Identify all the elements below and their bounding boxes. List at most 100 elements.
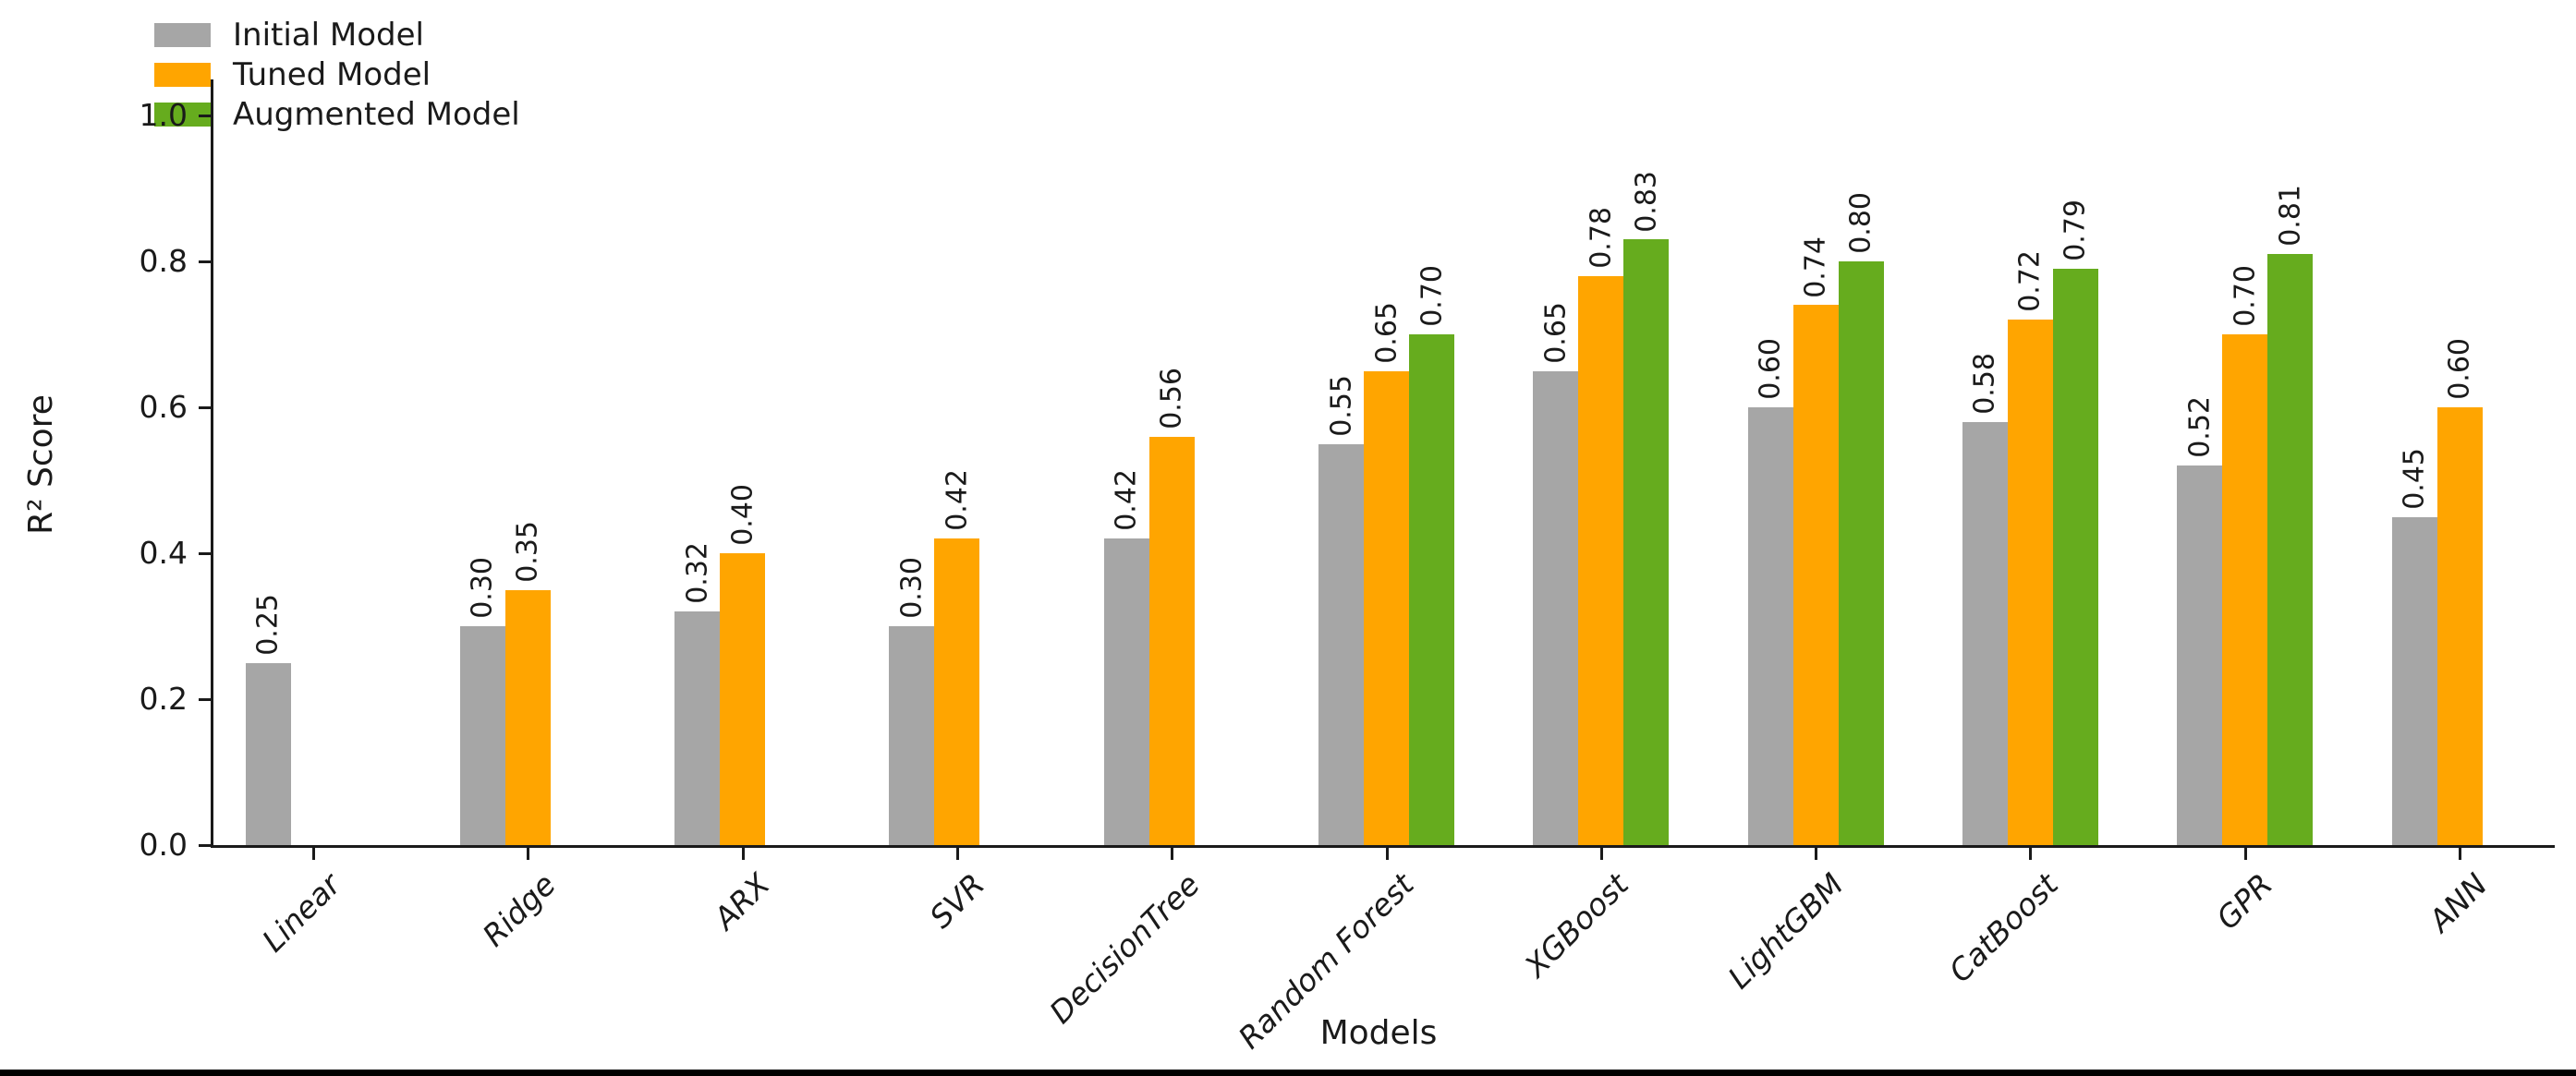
y-axis-line — [211, 79, 213, 848]
legend-label: Tuned Model — [233, 56, 431, 93]
x-tick-mark — [1599, 848, 1603, 860]
x-tick-mark — [312, 848, 315, 860]
legend-swatch — [154, 23, 211, 47]
x-tick-mark — [1385, 848, 1389, 860]
x-tick-mark — [955, 848, 959, 860]
y-axis-title: R² Score — [22, 394, 60, 535]
x-tick-label: CatBoost — [1941, 866, 2065, 990]
bar-value-label: 0.32 — [681, 542, 714, 605]
bar — [934, 538, 980, 845]
bar — [2267, 254, 2314, 845]
bar-value-label: 0.40 — [726, 484, 759, 546]
bar — [2052, 268, 2098, 845]
bar-value-label: 0.42 — [1110, 469, 1143, 532]
legend-swatch — [154, 63, 211, 87]
bar-value-label: 0.72 — [2013, 250, 2047, 313]
x-tick-label: ARX — [707, 866, 778, 937]
x-tick-mark — [2459, 848, 2461, 860]
y-tick-label: 0.2 — [139, 681, 188, 717]
legend-label: Initial Model — [233, 17, 424, 54]
x-tick-label: Ridge — [475, 866, 563, 954]
y-tick-mark — [199, 115, 211, 117]
x-tick-mark — [741, 848, 745, 860]
bar — [1747, 407, 1793, 845]
bar-value-label: 0.81 — [2274, 185, 2307, 248]
bar-value-label: 0.83 — [1630, 170, 1663, 233]
bar-value-label: 0.78 — [1585, 207, 1618, 269]
y-tick-label: 1.0 — [139, 97, 188, 133]
bar — [1409, 334, 1454, 845]
bar — [504, 589, 551, 845]
x-tick-label: Linear — [255, 866, 348, 960]
bar-value-label: 0.60 — [1754, 338, 1787, 400]
y-tick-mark — [199, 260, 211, 263]
bar-value-label: 0.70 — [1416, 265, 1448, 327]
x-axis-line — [211, 845, 2555, 848]
x-tick-mark — [527, 848, 530, 860]
x-tick-label: XGBoost — [1517, 866, 1636, 985]
bar-value-label: 0.70 — [2229, 265, 2262, 327]
bar-value-label: 0.42 — [941, 469, 974, 532]
bar — [2177, 465, 2223, 845]
legend-item: Tuned Model — [154, 59, 520, 91]
bar-value-label: 0.56 — [1155, 367, 1188, 429]
x-tick-label: LightGBM — [1720, 866, 1851, 997]
bar-value-label: 0.30 — [466, 557, 499, 619]
bar-value-label: 0.55 — [1325, 374, 1357, 437]
x-tick-label: DecisionTree — [1042, 866, 1207, 1031]
bar — [1364, 370, 1409, 845]
y-tick-label: 0.0 — [139, 827, 188, 863]
bar — [1103, 538, 1149, 845]
bar-value-label: 0.25 — [251, 593, 285, 656]
y-tick-label: 0.4 — [139, 535, 188, 571]
legend-item: Initial Model — [154, 19, 520, 51]
bar-value-label: 0.52 — [2183, 396, 2217, 459]
y-tick-mark — [199, 552, 211, 555]
bar — [1962, 421, 2008, 845]
bar — [2007, 320, 2053, 845]
bar — [1792, 305, 1839, 845]
y-tick-mark — [199, 844, 211, 847]
legend-item: Augmented Model — [154, 99, 520, 130]
bar — [889, 626, 935, 845]
x-tick-mark — [1815, 848, 1818, 860]
y-tick-label: 0.6 — [139, 389, 188, 425]
bar-value-label: 0.74 — [1799, 236, 1832, 298]
bar-value-label: 0.79 — [2059, 199, 2092, 261]
legend: Initial Model Tuned Model Augmented Model — [154, 19, 520, 130]
bar-value-label: 0.65 — [1539, 301, 1573, 364]
bar — [2391, 516, 2437, 845]
x-axis-title: Models — [1319, 1014, 1438, 1052]
y-tick-label: 0.8 — [139, 243, 188, 279]
x-tick-mark — [1171, 848, 1174, 860]
bar-value-label: 0.45 — [2398, 447, 2431, 510]
x-tick-label: SVR — [922, 866, 992, 936]
bar — [1838, 261, 1884, 845]
bar — [1318, 443, 1364, 845]
bar-value-label: 0.30 — [895, 557, 929, 619]
window-bottom-edge — [0, 1070, 2576, 1076]
x-tick-label: ANN — [2422, 866, 2495, 939]
bar-value-label: 0.58 — [1968, 353, 2001, 415]
bar — [674, 611, 721, 845]
bar — [1533, 370, 1579, 845]
legend-label: Augmented Model — [233, 96, 520, 133]
y-tick-mark — [199, 698, 211, 701]
y-tick-mark — [199, 406, 211, 409]
bar — [1623, 239, 1670, 845]
x-tick-mark — [2029, 848, 2033, 860]
bar-value-label: 0.80 — [1844, 192, 1877, 254]
x-tick-label: GPR — [2209, 866, 2280, 937]
bar — [1578, 275, 1624, 845]
x-tick-mark — [2243, 848, 2247, 860]
bar — [2436, 407, 2483, 845]
bar-value-label: 0.35 — [511, 520, 544, 583]
bar — [2222, 334, 2268, 845]
bar — [459, 626, 505, 845]
bar-value-label: 0.60 — [2443, 338, 2476, 400]
bar — [245, 662, 291, 845]
bar — [720, 553, 766, 845]
bar — [1148, 436, 1195, 845]
bar-value-label: 0.65 — [1370, 301, 1403, 364]
